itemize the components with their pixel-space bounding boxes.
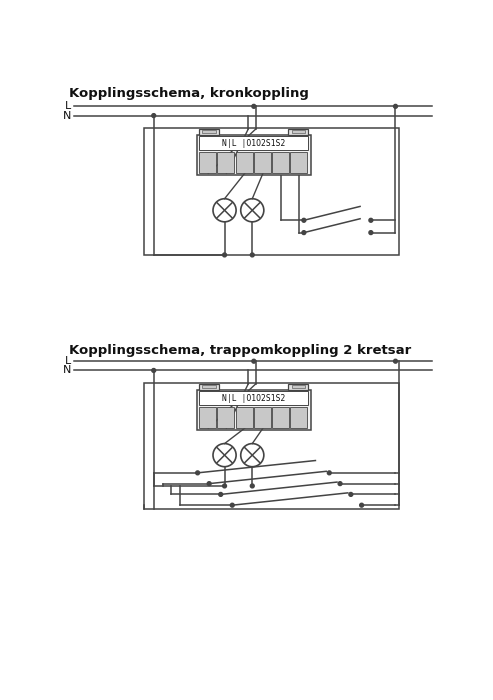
Bar <box>202 130 216 133</box>
Bar <box>197 390 311 430</box>
Circle shape <box>223 484 226 488</box>
Text: N: N <box>63 111 71 120</box>
Bar <box>197 135 311 175</box>
Circle shape <box>252 104 256 108</box>
Bar <box>199 129 219 135</box>
Circle shape <box>369 231 373 234</box>
Text: N: N <box>63 365 71 375</box>
Text: L: L <box>65 356 71 366</box>
Bar <box>144 128 398 255</box>
Bar <box>290 407 307 428</box>
Bar <box>199 136 309 150</box>
Bar <box>199 152 216 174</box>
Circle shape <box>152 368 156 372</box>
Bar <box>254 407 271 428</box>
Bar <box>144 383 398 509</box>
Bar <box>236 152 253 174</box>
Circle shape <box>360 503 363 507</box>
Text: Kopplingsschema, trappomkoppling 2 kretsar: Kopplingsschema, trappomkoppling 2 krets… <box>69 344 411 357</box>
Circle shape <box>250 484 254 488</box>
Bar <box>290 152 307 174</box>
Circle shape <box>207 482 211 486</box>
Circle shape <box>219 493 223 496</box>
Circle shape <box>349 493 353 496</box>
Bar <box>272 152 289 174</box>
Bar <box>272 407 289 428</box>
Bar <box>291 385 305 388</box>
Circle shape <box>302 231 306 234</box>
Circle shape <box>250 253 254 257</box>
Circle shape <box>338 482 342 486</box>
Bar <box>236 407 253 428</box>
Circle shape <box>152 113 156 118</box>
Bar <box>199 407 216 428</box>
Circle shape <box>223 253 226 257</box>
Bar <box>199 391 309 405</box>
Bar <box>202 385 216 388</box>
Circle shape <box>327 471 331 475</box>
Bar <box>217 152 235 174</box>
Circle shape <box>196 471 200 475</box>
Bar <box>199 384 219 390</box>
Text: Kopplingsschema, kronkoppling: Kopplingsschema, kronkoppling <box>69 87 309 100</box>
Text: L: L <box>65 102 71 111</box>
Circle shape <box>393 104 397 108</box>
Bar <box>291 130 305 133</box>
Bar <box>217 407 235 428</box>
Circle shape <box>369 218 373 222</box>
Circle shape <box>230 503 234 507</box>
Text: N|L |O1O2S1S2: N|L |O1O2S1S2 <box>222 139 285 148</box>
Bar <box>288 129 309 135</box>
Circle shape <box>393 359 397 363</box>
Text: N|L |O1O2S1S2: N|L |O1O2S1S2 <box>222 393 285 402</box>
Bar <box>288 384 309 390</box>
Bar <box>254 152 271 174</box>
Circle shape <box>252 359 256 363</box>
Circle shape <box>302 218 306 222</box>
